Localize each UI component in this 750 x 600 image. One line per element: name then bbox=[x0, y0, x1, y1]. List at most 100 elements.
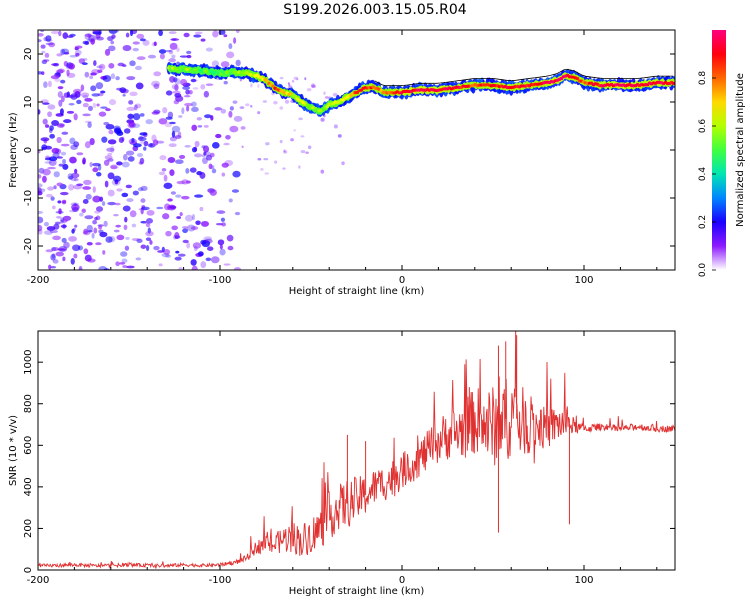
spectrogram-noise-blob bbox=[71, 228, 75, 234]
spectrogram-noise-blob bbox=[56, 53, 63, 57]
spectrogram-noise-blob bbox=[116, 188, 123, 192]
spectrogram-noise-blob bbox=[82, 57, 88, 61]
spectrogram-faint-blob bbox=[311, 83, 315, 88]
spectrogram-noise-blob bbox=[38, 183, 43, 188]
spectrogram-noise-blob bbox=[76, 152, 84, 156]
spectrogram-noise-blob bbox=[97, 92, 104, 97]
spectrogram-noise-blob bbox=[84, 141, 91, 149]
spectrogram-noise-blob bbox=[211, 142, 220, 149]
spectrogram-noise-blob bbox=[131, 137, 135, 143]
spectrogram-noise-blob bbox=[115, 76, 120, 81]
spectrogram-noise-blob bbox=[229, 106, 234, 111]
spectrogram-faint-blob bbox=[284, 99, 290, 104]
spectrogram-faint-blob bbox=[307, 145, 312, 150]
spectrogram-noise-blob bbox=[38, 210, 44, 214]
spectrogram-ridge-core bbox=[265, 79, 269, 83]
spectrogram-noise-blob bbox=[80, 84, 85, 92]
spectrogram-noise-blob bbox=[38, 216, 44, 224]
spectrogram-noise-blob bbox=[44, 145, 53, 150]
spectrogram-noise-blob bbox=[182, 86, 191, 90]
spectrogram-noise-blob bbox=[69, 137, 76, 145]
spectrogram-noise-blob bbox=[89, 138, 95, 146]
spectrogram-noise-blob bbox=[60, 219, 68, 223]
spectrogram-faint-blob bbox=[300, 150, 306, 154]
snr-xtick-label: -100 bbox=[209, 575, 232, 586]
spectrogram-noise-blob bbox=[64, 51, 70, 55]
spectrogram-faint-blob bbox=[240, 126, 246, 130]
spectrogram-noise-blob bbox=[201, 240, 211, 248]
spectrogram-noise-blob bbox=[185, 168, 190, 174]
spectrogram-noise-blob bbox=[167, 111, 174, 119]
spectrogram-noise-blob bbox=[223, 34, 228, 38]
spectrogram-noise-blob bbox=[62, 163, 69, 170]
spectrogram-noise-blob bbox=[234, 211, 241, 216]
spectrogram-noise-blob bbox=[221, 222, 226, 227]
spectrogram-noise-blob bbox=[178, 154, 186, 160]
spectrogram-noise-blob bbox=[61, 95, 65, 103]
spectrogram-noise-blob bbox=[113, 125, 121, 132]
spectrogram-noise-blob bbox=[135, 257, 142, 261]
spectrogram-noise-blob bbox=[194, 153, 203, 158]
colorbar-fill bbox=[712, 30, 726, 270]
spectrogram-noise-blob bbox=[131, 223, 137, 228]
spectrogram-noise-blob bbox=[92, 220, 98, 225]
spectrogram-ytick-label: 0 bbox=[23, 147, 34, 153]
spectrogram-noise-blob bbox=[119, 262, 126, 265]
spectrogram-noise-blob bbox=[46, 226, 56, 231]
spectrogram-noise-blob bbox=[94, 210, 101, 214]
spectrogram-noise-blob bbox=[152, 139, 159, 146]
spectrogram-noise-blob bbox=[180, 78, 187, 86]
spectrogram-noise-blob bbox=[126, 198, 134, 203]
spectrogram-noise-blob bbox=[71, 203, 80, 211]
spectrogram-faint-blob bbox=[241, 145, 244, 149]
spectrogram-noise-blob bbox=[104, 180, 109, 188]
spectrogram-noise-blob bbox=[177, 253, 186, 257]
spectrogram-noise-blob bbox=[174, 256, 182, 261]
spectrogram-noise-blob bbox=[59, 108, 64, 116]
spectrogram-noise-blob bbox=[90, 38, 95, 45]
spectrogram-noise-blob bbox=[114, 128, 122, 135]
spectrogram-noise-blob bbox=[165, 49, 173, 53]
spectrogram-noise-blob bbox=[68, 236, 77, 242]
spectrogram-noise-blob bbox=[82, 186, 92, 190]
spectrogram-noise-blob bbox=[54, 221, 61, 225]
spectrogram-noise-blob bbox=[128, 100, 134, 105]
spectrogram-noise-blob bbox=[49, 133, 55, 139]
spectrogram-noise-blob bbox=[56, 182, 64, 187]
spectrogram-ytick-label: -10 bbox=[23, 190, 34, 206]
spectrogram-noise-blob bbox=[183, 94, 191, 98]
spectrogram-noise-blob bbox=[84, 71, 90, 78]
spectrogram-noise-blob bbox=[202, 145, 210, 153]
spectrogram-ridge-core bbox=[293, 94, 297, 99]
spectrogram-noise-blob bbox=[81, 208, 87, 213]
spectrogram-noise-blob bbox=[53, 62, 60, 67]
spectrogram-noise-blob bbox=[122, 94, 126, 97]
spectrogram-noise-blob bbox=[87, 105, 93, 112]
spectrogram-noise-blob bbox=[98, 63, 106, 71]
spectrogram-noise-blob bbox=[40, 137, 50, 142]
spectrogram-noise-blob bbox=[127, 113, 134, 120]
spectrogram-noise-blob bbox=[47, 80, 52, 88]
spectrogram-noise-blob bbox=[111, 34, 116, 39]
spectrogram-faint-blob bbox=[245, 103, 250, 107]
spectrogram-noise-blob bbox=[132, 113, 141, 121]
spectrogram-noise-blob bbox=[186, 224, 196, 232]
spectrogram-noise-blob bbox=[102, 74, 112, 82]
spectrogram-noise-blob bbox=[58, 163, 64, 167]
spectrogram-noise-blob bbox=[107, 172, 115, 180]
spectrogram-noise-blob bbox=[122, 44, 132, 52]
spectrogram-noise-blob bbox=[53, 185, 57, 190]
spectrogram-noise-blob bbox=[108, 129, 114, 135]
spectrogram-faint-blob bbox=[332, 92, 338, 97]
spectrogram-noise-blob bbox=[138, 161, 143, 165]
spectrogram-noise-blob bbox=[179, 212, 183, 217]
spectrogram-noise-blob bbox=[121, 192, 129, 198]
spectrogram-noise-blob bbox=[87, 121, 92, 128]
spectrogram-noise-blob bbox=[145, 119, 153, 125]
spectrogram-noise-blob bbox=[38, 71, 42, 75]
spectrogram-noise-blob bbox=[171, 125, 181, 133]
spectrogram-noise-blob bbox=[136, 56, 146, 60]
spectrogram-noise-blob bbox=[233, 267, 241, 270]
